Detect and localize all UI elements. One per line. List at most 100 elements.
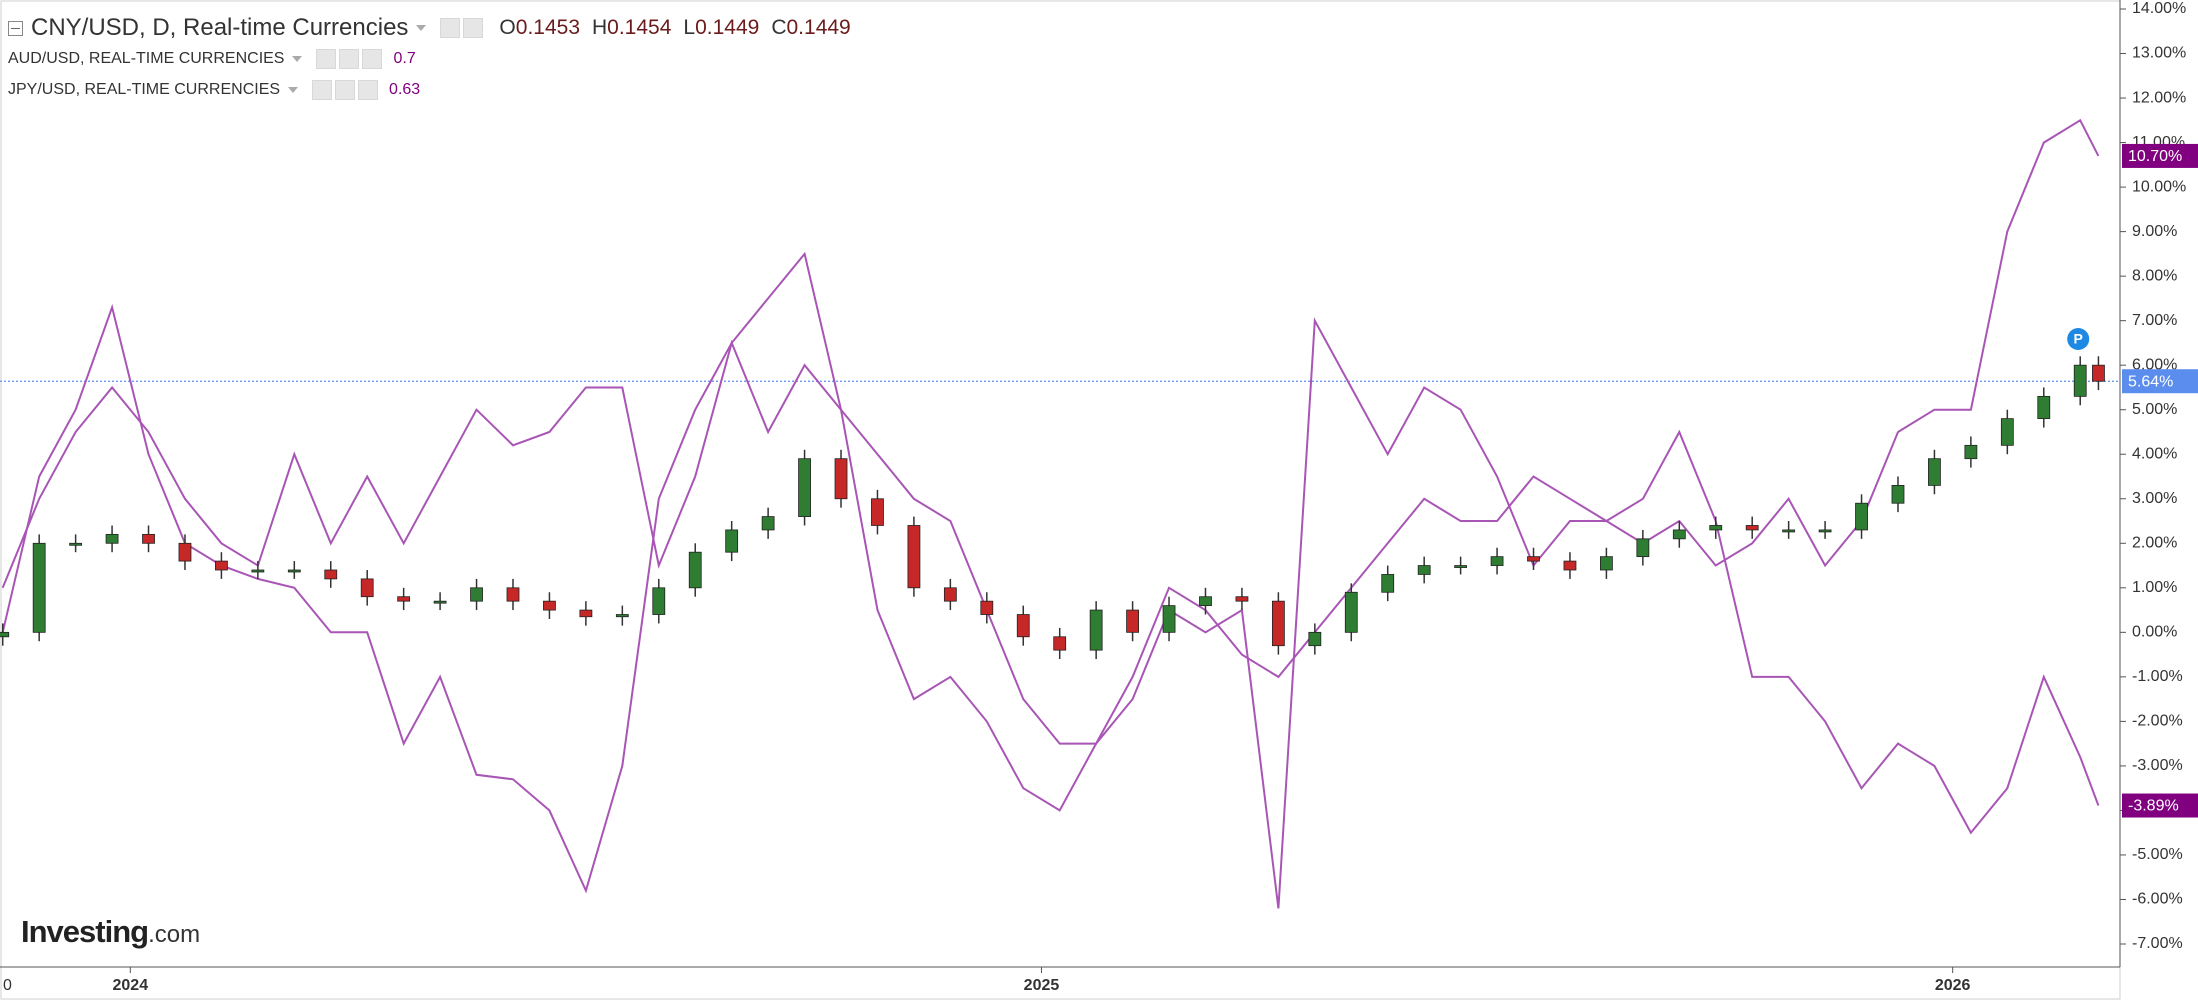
candle-body bbox=[1308, 631, 1322, 647]
remove-icon[interactable] bbox=[362, 49, 383, 69]
study-value: 0.63 bbox=[389, 81, 421, 98]
dropdown[interactable] bbox=[416, 25, 427, 31]
candle-body bbox=[142, 533, 155, 544]
study-legend: AUD/USD, REAL-TIME CURRENCIES 0.7 bbox=[8, 49, 416, 69]
study-name: JPY/USD, REAL-TIME CURRENCIES bbox=[8, 81, 281, 98]
y-tick-label: 4.00% bbox=[2132, 445, 2177, 462]
candle-body bbox=[688, 551, 702, 589]
y-tick-label: -3.00% bbox=[2132, 757, 2183, 774]
candle-body bbox=[397, 596, 411, 602]
candle-body bbox=[69, 542, 83, 546]
y-tick-label: 10.00% bbox=[2132, 178, 2186, 195]
candle-body bbox=[1199, 596, 1212, 607]
candle-body bbox=[2073, 364, 2087, 397]
watermark: Investing.com bbox=[21, 914, 200, 950]
event-marker-label: P bbox=[2074, 331, 2083, 347]
ohlc-value: 0.1454 bbox=[607, 16, 672, 39]
y-tick-label: 7.00% bbox=[2132, 312, 2177, 329]
study-value: 0.7 bbox=[393, 50, 416, 67]
candle-body bbox=[2092, 364, 2105, 382]
settings-icon[interactable] bbox=[335, 80, 356, 100]
candle-body bbox=[433, 600, 447, 604]
candle-body bbox=[178, 542, 192, 562]
dropdown[interactable] bbox=[288, 87, 299, 93]
study-legend: JPY/USD, REAL-TIME CURRENCIES 0.63 bbox=[8, 80, 420, 100]
x-tick-label: 2024 bbox=[113, 977, 149, 994]
y-tick-label: 13.00% bbox=[2132, 45, 2186, 62]
event-marker bbox=[2067, 328, 2090, 350]
candle-body bbox=[761, 516, 775, 531]
ohlc-value: 0.1449 bbox=[786, 16, 851, 39]
candle-body bbox=[1235, 596, 1249, 602]
symbol-title: CNY/USD, D, Real-time Currencies bbox=[31, 14, 409, 41]
settings-icon[interactable] bbox=[339, 49, 360, 69]
candle-body bbox=[2037, 395, 2051, 420]
y-tick-label: 6.00% bbox=[2132, 356, 2177, 373]
visibility-icon[interactable] bbox=[316, 49, 337, 69]
candle-body bbox=[798, 458, 811, 517]
collapse-button[interactable] bbox=[8, 20, 23, 36]
axis-value-label: 10.70% bbox=[2128, 148, 2182, 165]
candle-body bbox=[1053, 636, 1067, 651]
candle-body bbox=[652, 587, 666, 615]
candle-body bbox=[1454, 565, 1468, 568]
candle-body bbox=[907, 525, 921, 589]
candle-body bbox=[215, 560, 228, 571]
axis-value-box bbox=[2122, 369, 2198, 394]
y-tick-label: 12.00% bbox=[2132, 89, 2186, 106]
axis-value-box bbox=[2122, 143, 2198, 168]
visibility-icon[interactable] bbox=[440, 18, 461, 38]
y-tick-label: -7.00% bbox=[2132, 935, 2183, 952]
candle-body bbox=[1162, 605, 1176, 633]
candle-body bbox=[1527, 556, 1540, 562]
y-tick-label: -1.00% bbox=[2132, 668, 2183, 685]
candle-body bbox=[543, 600, 556, 611]
x-tick-label: 2025 bbox=[1024, 977, 1060, 994]
candle-body bbox=[1891, 485, 1905, 504]
study-name: AUD/USD, REAL-TIME CURRENCIES bbox=[8, 50, 285, 67]
candle-body bbox=[32, 542, 46, 633]
candle-body bbox=[1745, 525, 1759, 531]
candle-body bbox=[360, 578, 374, 598]
candle-body bbox=[980, 600, 994, 615]
candle-body bbox=[105, 533, 119, 544]
y-tick-label: -5.00% bbox=[2132, 846, 2183, 863]
candle-body bbox=[1672, 529, 1686, 540]
brand: Investing bbox=[21, 914, 149, 949]
candle-body bbox=[1490, 556, 1504, 566]
candle-body bbox=[943, 587, 957, 602]
y-tick-label: 2.00% bbox=[2132, 535, 2177, 552]
candle-body bbox=[251, 569, 265, 573]
candle-body bbox=[1271, 600, 1285, 647]
candle-body bbox=[287, 569, 301, 573]
x-axis-start-label: 0 bbox=[3, 977, 12, 994]
candle-body bbox=[1126, 609, 1139, 633]
candle-body bbox=[1381, 574, 1395, 593]
candle-body bbox=[1563, 560, 1577, 571]
candle-body bbox=[1855, 502, 1868, 531]
candle-body bbox=[1089, 609, 1103, 651]
remove-icon[interactable] bbox=[358, 80, 379, 100]
ohlc-label: L bbox=[683, 16, 696, 39]
y-tick-label: 14.00% bbox=[2132, 0, 2186, 17]
axis-value-label: 5.64% bbox=[2128, 373, 2173, 390]
candle-body bbox=[725, 529, 739, 553]
dropdown[interactable] bbox=[292, 56, 303, 62]
visibility-icon[interactable] bbox=[312, 80, 333, 100]
candle-body bbox=[1964, 444, 1978, 460]
y-tick-label: -6.00% bbox=[2132, 891, 2183, 908]
settings-icon[interactable] bbox=[463, 18, 484, 38]
candle-body bbox=[1016, 614, 1030, 638]
series-line bbox=[1, 118, 2100, 745]
y-tick-label: 8.00% bbox=[2132, 267, 2177, 284]
candle-body bbox=[615, 614, 629, 618]
y-tick-label: 1.00% bbox=[2132, 579, 2177, 596]
brand-suffix: .com bbox=[148, 921, 201, 948]
y-tick-label: 3.00% bbox=[2132, 490, 2177, 507]
candle-body bbox=[579, 609, 593, 618]
ohlc-value: 0.1449 bbox=[695, 16, 760, 39]
ohlc-label: H bbox=[592, 16, 608, 39]
ohlc: O0.1453 H0.1454 L0.1449 C0.1449 bbox=[499, 16, 862, 40]
ohlc-label: O bbox=[499, 16, 516, 39]
